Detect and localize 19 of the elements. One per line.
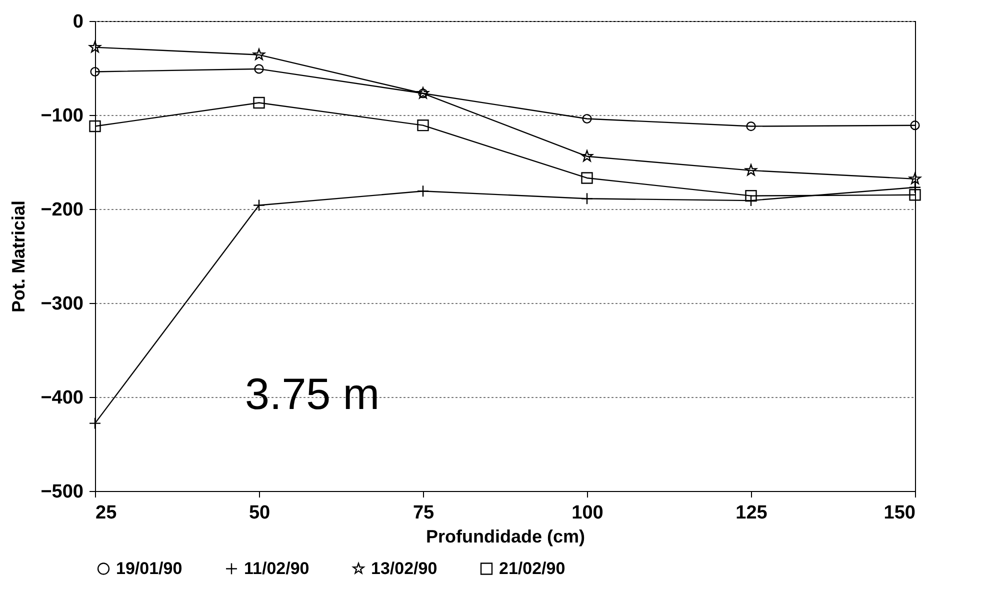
y-tick-label: −100	[40, 106, 84, 126]
y-tick-label: −200	[40, 200, 84, 220]
x-tick-label: 75	[412, 502, 434, 524]
y-tick-label: 0	[72, 12, 84, 32]
x-tick-label: 125	[736, 502, 768, 524]
y-tick-label: −300	[40, 294, 84, 314]
x-tick-label: 25	[96, 502, 118, 524]
legend-label: 21/02/90	[499, 558, 566, 578]
y-tick-label: −400	[40, 388, 84, 408]
x-tick-label: 150	[884, 502, 916, 524]
x-axis-title: Profundidade (cm)	[426, 526, 586, 546]
y-axis-title: Pot. Matricial	[8, 200, 29, 313]
annotation: 3.75 m	[245, 370, 380, 419]
legend-label: 13/02/90	[371, 558, 438, 578]
x-tick-label: 50	[248, 502, 270, 524]
legend-label: 11/02/90	[244, 558, 310, 578]
legend-label: 19/01/90	[116, 558, 182, 578]
x-tick-label: 100	[572, 502, 604, 524]
y-tick-label: −500	[40, 482, 84, 502]
